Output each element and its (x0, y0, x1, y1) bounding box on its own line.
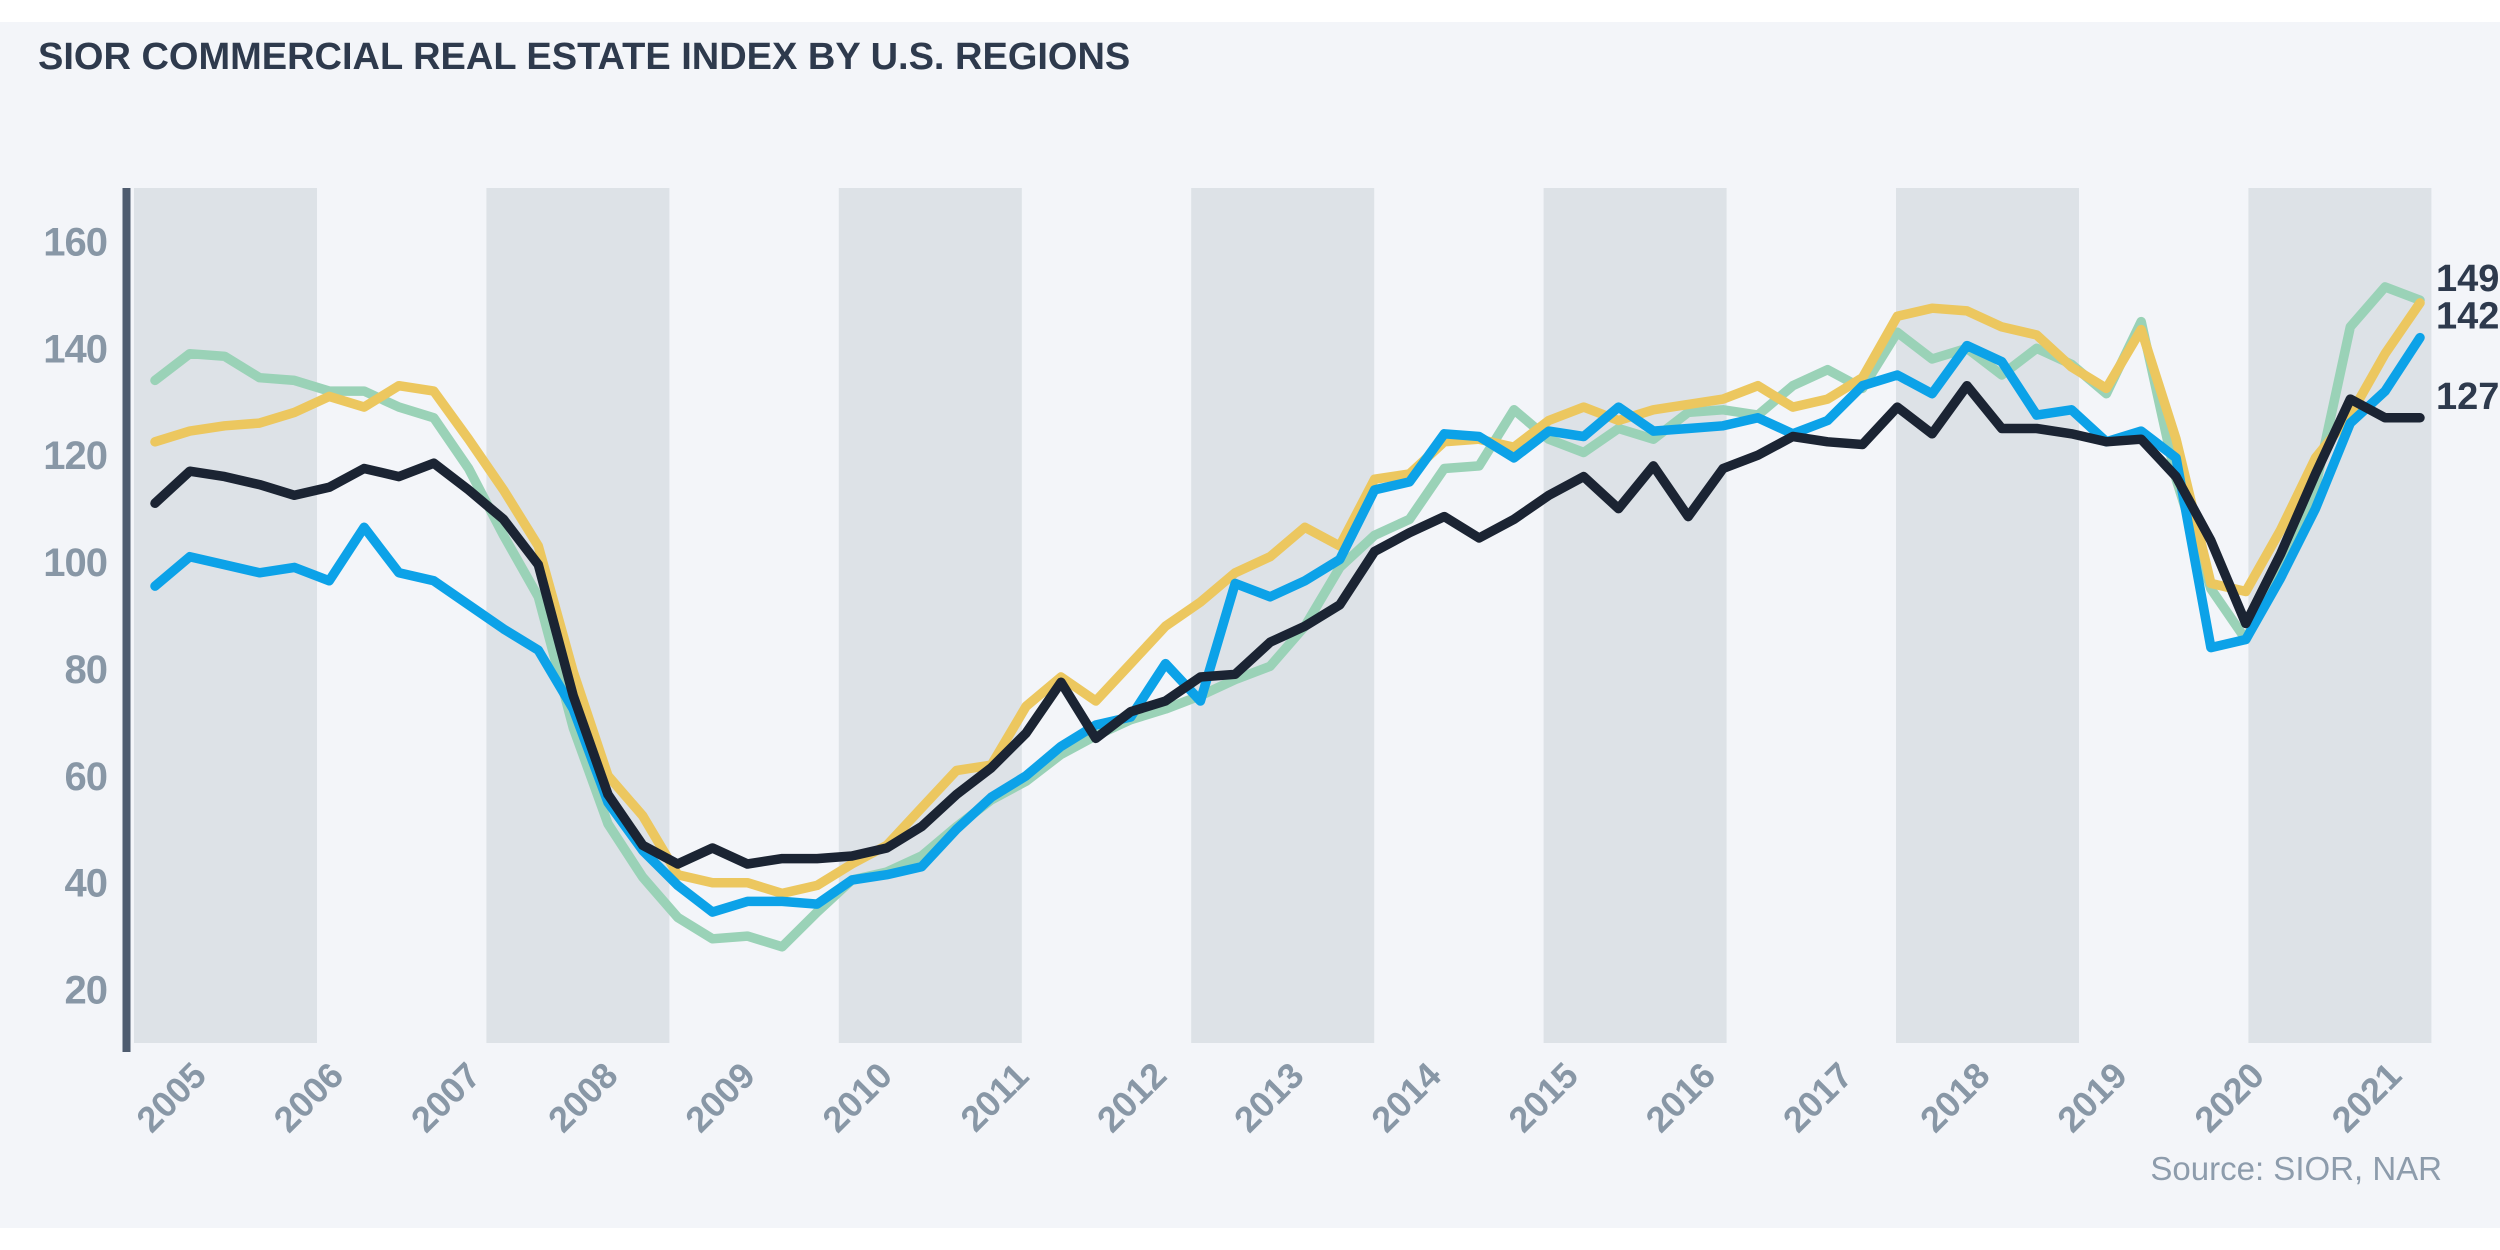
x-tick-label: 2011 (952, 1055, 1036, 1139)
x-tick-label: 2013 (1226, 1054, 1312, 1140)
x-tick-label: 2010 (814, 1054, 900, 1140)
x-tick-label: 2014 (1363, 1054, 1449, 1140)
x-tick-label: 2009 (677, 1054, 763, 1140)
end-label-teal: 149 (2436, 258, 2499, 300)
x-tick-label: 2008 (540, 1054, 626, 1140)
year-band (1896, 188, 2079, 1043)
x-tick-label: 2012 (1089, 1054, 1175, 1140)
year-band (838, 188, 1022, 1043)
x-tick-label: 2021 (2324, 1054, 2410, 1140)
x-tick-label: 2017 (1775, 1054, 1861, 1140)
x-tick-label: 2006 (266, 1054, 352, 1140)
y-tick-label: 100 (43, 541, 107, 585)
x-tick-label: 2020 (2186, 1054, 2272, 1140)
series-line-teal (150, 282, 2425, 952)
year-band (1543, 188, 1727, 1043)
year-band (486, 188, 670, 1043)
y-tick-label: 160 (43, 220, 107, 264)
y-tick-label: 60 (65, 755, 108, 799)
y-tick-label: 120 (43, 434, 107, 478)
y-tick-label: 140 (43, 327, 107, 371)
y-tick-label: 80 (65, 648, 108, 692)
source-note: Source: SIOR, NAR (2150, 1150, 2442, 1187)
y-axis-ticks: 160 140 120 100 80 60 40 20 (43, 220, 108, 1013)
y-tick-label: 20 (65, 969, 108, 1013)
year-bands (134, 188, 2432, 1043)
year-band (1191, 188, 1375, 1043)
x-tick-label: 2018 (1912, 1054, 1998, 1140)
y-axis-bar (122, 188, 131, 1052)
year-band (134, 188, 317, 1043)
x-tick-label: 2019 (2049, 1054, 2135, 1140)
x-tick-label: 2015 (1500, 1054, 1586, 1140)
end-label-blue: 142 (2436, 296, 2499, 338)
x-tick-label: 2016 (1638, 1054, 1724, 1140)
x-tick-label: 2005 (128, 1054, 214, 1140)
series-line-yellow (150, 298, 2425, 899)
chart-title: SIOR COMMERCIAL REAL ESTATE INDEX BY U.S… (38, 36, 1131, 78)
y-tick-label: 40 (65, 862, 108, 906)
series-line-blue (150, 332, 2425, 917)
series-lines (150, 282, 2425, 952)
series-line-navy (150, 380, 2425, 869)
x-tick-label: 2007 (403, 1054, 489, 1140)
end-label-navy: 127 (2436, 376, 2499, 418)
year-band (2248, 188, 2432, 1043)
x-axis-ticks: 2005 2006 2007 2008 2009 2010 2011 2012 2013 2014… (128, 1054, 2409, 1140)
